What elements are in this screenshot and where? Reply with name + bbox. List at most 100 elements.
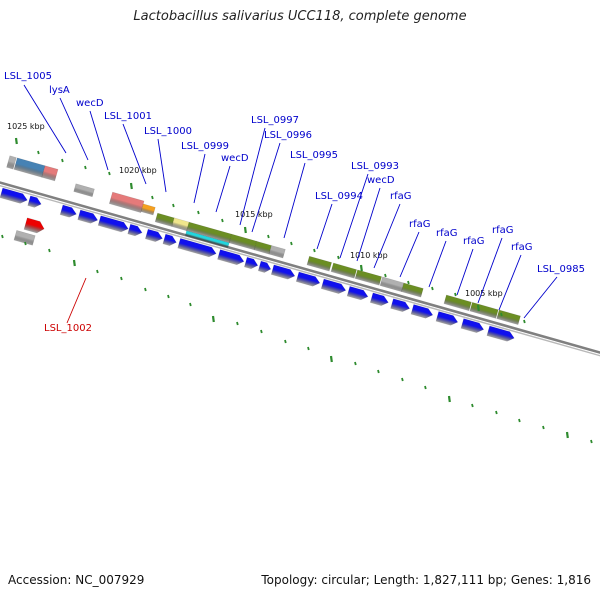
gene-label-leader [373,203,401,269]
feature-red [23,217,45,234]
gene-label[interactable]: LSL_1002 [44,323,92,334]
gene-label[interactable]: LSL_0997 [251,115,299,126]
gene-label[interactable]: LSL_1000 [144,126,192,137]
minor-tick [236,321,239,326]
cds-forward [244,256,259,270]
cds-forward [270,264,296,280]
minor-tick [284,339,287,344]
minor-tick [401,377,404,382]
kbp-scale-label: 1005 kbp [465,289,503,298]
feature-olive [401,282,424,298]
major-tick [14,137,18,145]
gene-label[interactable]: LSL_0993 [351,161,399,172]
gene-label-leader [193,153,206,204]
gene-label[interactable]: rfaG [463,236,485,247]
minor-tick [221,218,224,223]
kbp-scale-label: 1025 kbp [7,122,45,131]
feature-steelblue [13,157,46,178]
major-tick [72,259,76,267]
feature-grey [268,245,286,259]
minor-tick [24,241,27,246]
minor-tick [354,361,357,366]
minor-tick [167,294,170,299]
gene-label-leader [316,203,333,250]
minor-tick [48,248,51,253]
gene-label[interactable]: LSL_0999 [181,141,229,152]
cds-forward [295,271,321,287]
cds-forward [127,223,143,237]
gene-label[interactable]: lysA [49,85,70,96]
cds-forward [410,304,434,319]
minor-tick [61,158,64,163]
minor-tick [454,292,457,297]
genome-backbone [0,162,600,362]
gene-label[interactable]: wecD [221,153,249,164]
feature-olive [330,262,357,279]
minor-tick [377,369,380,374]
feature-olive [443,294,472,312]
major-tick [447,395,451,403]
feature-olive [228,233,258,251]
minor-tick [471,403,474,408]
feature-track [0,155,600,364]
feature-olive [154,212,175,227]
feature-grey [6,155,17,170]
gene-label[interactable]: rfaG [409,219,431,230]
gene-label-leader [157,138,167,193]
gene-label[interactable]: wecD [76,98,104,109]
feature-khaki [171,217,190,232]
minor-tick [542,425,545,430]
cds-forward [97,215,129,233]
gene-label-leader [399,231,420,278]
feature-olive [354,269,382,286]
cds-forward [460,318,485,333]
gene-label-leader [428,240,447,288]
genome-summary-text: Topology: circular; Length: 1,827,111 bp… [261,573,591,587]
minor-tick [108,171,111,176]
minor-tick [500,312,503,317]
gene-label-leader [66,277,87,324]
major-tick [565,431,569,439]
gene-label[interactable]: LSL_0996 [264,130,312,141]
accession-text: Accession: NC_007929 [8,573,145,587]
minor-tick [307,346,310,351]
gene-label[interactable]: LSL_0994 [315,191,363,202]
cds-forward [435,311,459,326]
gene-label[interactable]: LSL_1005 [4,71,52,82]
minor-tick [151,195,154,200]
cds-forward [486,325,515,342]
gene-label[interactable]: wecD [367,175,395,186]
minor-tick [144,287,147,292]
feature-grey [13,230,36,246]
major-tick [129,182,133,190]
gene-label[interactable]: rfaG [436,228,458,239]
major-tick [359,264,363,272]
cds-forward [369,292,389,306]
gene-label[interactable]: rfaG [390,191,412,202]
gene-label[interactable]: rfaG [511,242,533,253]
gene-label-leader [283,162,306,239]
minor-tick [431,286,434,291]
gene-label-leader [23,84,67,154]
gene-label-leader [356,187,381,262]
gene-label[interactable]: LSL_0995 [290,150,338,161]
gene-label[interactable]: rfaG [492,225,514,236]
minor-tick [1,234,4,239]
gene-label-leader [59,97,89,161]
cds-forward [162,233,177,246]
minor-tick [518,418,521,423]
gene-label[interactable]: LSL_0985 [537,264,585,275]
minor-tick [260,329,263,334]
feature-grey [73,183,95,198]
gene-label-leader [251,142,281,233]
minor-tick [197,210,200,215]
feature-olive [496,309,521,326]
gene-label-leader [215,165,231,213]
minor-tick [313,248,316,253]
cds-forward [346,285,369,301]
gene-label[interactable]: LSL_1001 [104,111,152,122]
gene-label-leader [239,127,266,226]
feature-grey [379,276,405,292]
cds-forward [177,237,217,258]
minor-tick [407,280,410,285]
